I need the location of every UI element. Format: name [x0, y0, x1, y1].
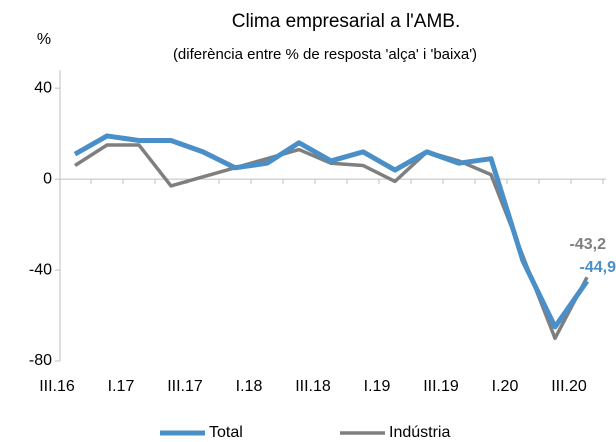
y-tick-label: 0 [43, 170, 52, 187]
x-tick-label: III.18 [295, 378, 331, 395]
x-tick-label: I.18 [236, 378, 263, 395]
data-label: -43,2 [570, 236, 607, 253]
x-tick-label: III.20 [551, 378, 587, 395]
chart-subtitle: (diferència entre % de resposta 'alça' i… [173, 46, 477, 63]
x-tick-label: III.19 [423, 378, 459, 395]
x-tick-label: I.20 [492, 378, 519, 395]
y-tick-label: -80 [29, 352, 52, 369]
legend-label: Indústria [389, 424, 450, 441]
x-tick-label: I.19 [364, 378, 391, 395]
data-label: -44,9 [580, 259, 616, 276]
legend-label: Total [209, 424, 243, 441]
y-axis-label: % [37, 31, 51, 48]
y-tick-label: 40 [34, 79, 52, 96]
chart-title: Clima empresarial a l'AMB. [232, 11, 461, 32]
x-tick-label: I.17 [108, 378, 135, 395]
line-series [73, 133, 590, 330]
y-tick-label: -40 [29, 261, 52, 278]
x-tick-label: III.17 [167, 378, 203, 395]
x-tick-label: III.16 [39, 378, 75, 395]
line-series [74, 143, 589, 341]
